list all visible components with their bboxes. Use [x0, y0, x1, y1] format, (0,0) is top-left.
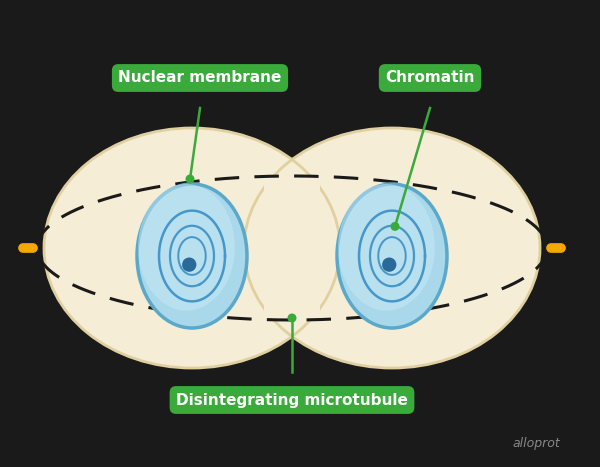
Circle shape: [382, 257, 397, 272]
Circle shape: [391, 222, 400, 231]
Text: Disintegrating microtubule: Disintegrating microtubule: [176, 392, 408, 408]
Text: Chromatin: Chromatin: [385, 71, 475, 85]
Bar: [266, 176, 318, 320]
Ellipse shape: [138, 184, 235, 311]
Ellipse shape: [137, 184, 247, 328]
Text: Nuclear membrane: Nuclear membrane: [118, 71, 281, 85]
Ellipse shape: [338, 184, 435, 311]
Ellipse shape: [244, 128, 540, 368]
Ellipse shape: [337, 184, 447, 328]
Text: alloprot: alloprot: [512, 437, 560, 450]
Ellipse shape: [44, 128, 340, 368]
Circle shape: [287, 313, 296, 323]
Circle shape: [185, 175, 194, 184]
Bar: [264, 176, 320, 320]
Circle shape: [182, 257, 196, 272]
